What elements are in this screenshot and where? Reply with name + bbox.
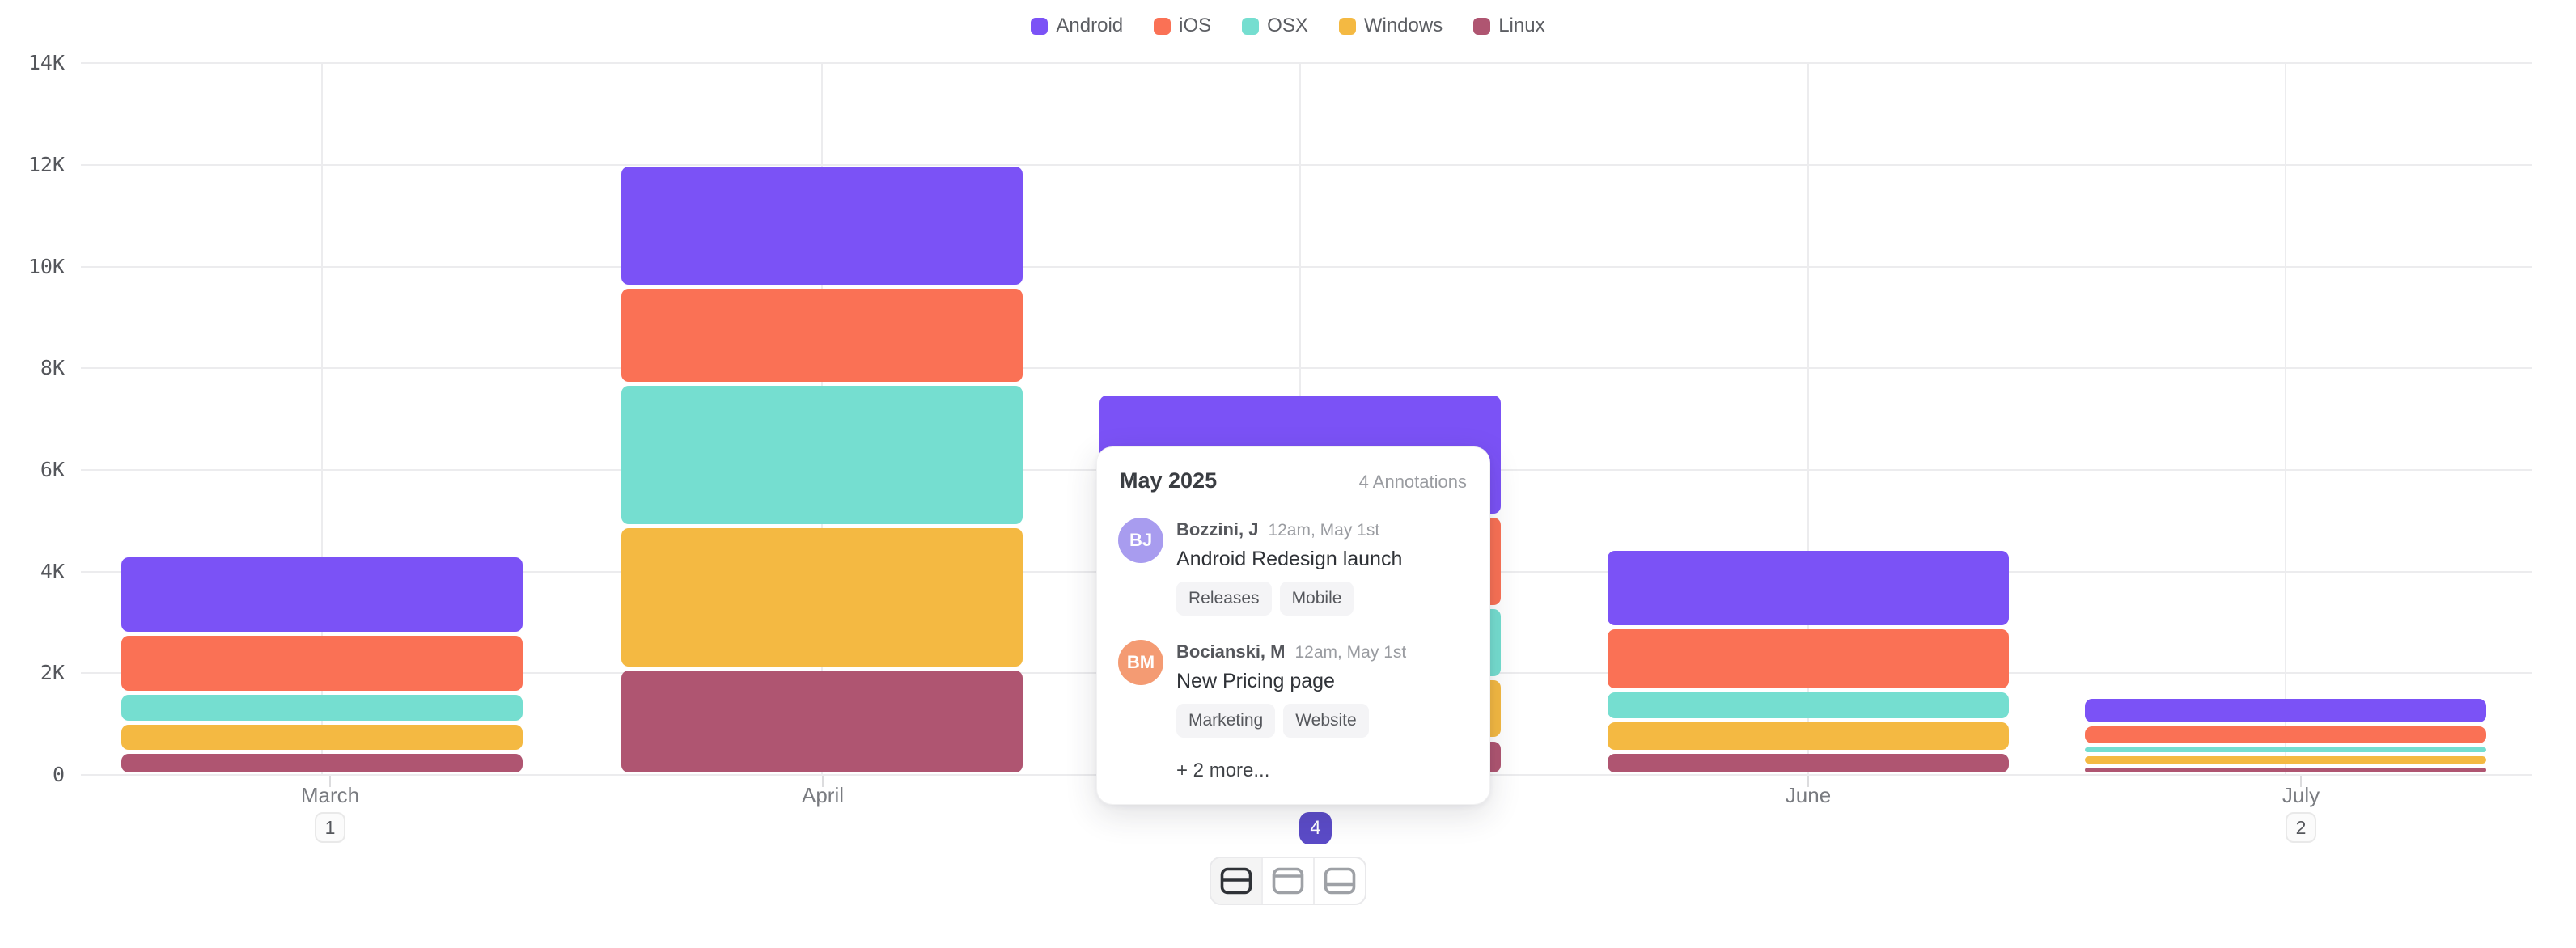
bar-segment-linux-july[interactable] — [2085, 768, 2486, 773]
legend-swatch-icon — [1473, 17, 1491, 35]
legend-item-windows[interactable]: Windows — [1338, 15, 1443, 37]
bar-segment-linux-june[interactable] — [1608, 753, 2009, 773]
bar-segment-windows-july[interactable] — [2085, 756, 2486, 764]
x-axis-tick — [1807, 776, 1809, 787]
legend-label: Android — [1056, 15, 1124, 36]
y-axis-tick-label: 6K — [40, 457, 65, 481]
x-axis-label-april: April — [801, 783, 844, 807]
gridline-y-12K — [81, 163, 2532, 166]
y-axis-tick-label: 0 — [52, 763, 65, 786]
annotation-popup: May 2025 4 Annotations BJ Bozzini, J 12am,… — [1096, 446, 1490, 805]
bar-segment-android-march[interactable] — [121, 557, 523, 633]
bar-segment-ios-july[interactable] — [2085, 726, 2486, 744]
gridline-x-march — [321, 63, 323, 775]
x-axis-label-july: July — [2282, 783, 2320, 807]
x-axis-tick — [822, 776, 824, 787]
tag-chip-mobile[interactable]: Mobile — [1279, 582, 1354, 616]
bar-segment-android-july[interactable] — [2085, 699, 2486, 722]
popup-annotation-count: 4 Annotations — [1358, 472, 1467, 492]
legend-swatch-icon — [1031, 17, 1049, 35]
y-axis-tick-label: 2K — [40, 661, 65, 685]
legend-swatch-icon — [1154, 17, 1171, 35]
gridline-x-june — [1807, 63, 1809, 775]
bar-segment-windows-april[interactable] — [621, 527, 1023, 667]
annotation-tags: Marketing Website — [1176, 704, 1468, 738]
layout-toggle-panel-bottom[interactable] — [1313, 858, 1365, 904]
y-axis-tick-label: 4K — [40, 559, 65, 583]
annotation-entry-meta: Bocianski, M 12am, May 1st — [1176, 641, 1468, 662]
y-axis-tick-label: 10K — [28, 254, 65, 278]
panel-bottom-icon — [1324, 867, 1356, 895]
legend-label: iOS — [1179, 15, 1212, 36]
annotation-text: Android Redesign launch — [1176, 548, 1403, 570]
bar-segment-ios-june[interactable] — [1608, 629, 2009, 688]
legend-item-android[interactable]: Android — [1031, 15, 1123, 37]
x-axis-tick — [329, 776, 331, 787]
annotation-author-name: Bozzini, J — [1176, 519, 1259, 540]
panel-top-icon — [1272, 867, 1304, 895]
legend-label: Windows — [1363, 15, 1443, 36]
legend-swatch-icon — [1338, 17, 1356, 35]
gridline-y-8K — [81, 367, 2532, 370]
y-axis-tick-label: 8K — [40, 356, 65, 380]
annotation-count-badge[interactable]: 1 — [315, 812, 345, 843]
split-rows-icon — [1220, 867, 1252, 895]
bar-segment-osx-july[interactable] — [2085, 747, 2486, 753]
avatar: BM — [1118, 640, 1163, 685]
bar-segment-linux-april[interactable] — [621, 670, 1023, 773]
annotation-entry-body: Bozzini, J 12am, May 1st Android Redesign … — [1176, 518, 1468, 616]
popup-title: May 2025 — [1120, 468, 1218, 493]
x-axis-tick — [2300, 776, 2302, 787]
annotation-popup-header: May 2025 4 Annotations — [1118, 468, 1468, 493]
annotation-text: New Pricing page — [1176, 670, 1335, 692]
gridline-x-july — [2285, 63, 2286, 775]
gridline-y-10K — [81, 265, 2532, 268]
legend-label: OSX — [1267, 15, 1308, 36]
bar-segment-osx-april[interactable] — [621, 385, 1023, 524]
annotation-timestamp: 12am, May 1st — [1294, 643, 1407, 662]
annotation-entry[interactable]: BJ Bozzini, J 12am, May 1st Android Redesig… — [1118, 518, 1468, 616]
bar-segment-osx-june[interactable] — [1608, 692, 2009, 718]
chart-legend: Android iOS OSX Windows Linux — [0, 15, 2576, 37]
y-axis-tick-label: 12K — [28, 152, 65, 176]
annotation-count-badge[interactable]: 4 — [1299, 812, 1332, 844]
bar-segment-ios-march[interactable] — [121, 636, 523, 691]
x-axis-label-june: June — [1785, 783, 1832, 807]
tag-chip-website[interactable]: Website — [1283, 704, 1369, 738]
show-more-annotations-link[interactable]: + 2 more... — [1176, 760, 1270, 781]
annotation-count-badge[interactable]: 2 — [2286, 812, 2316, 843]
annotation-timestamp: 12am, May 1st — [1268, 521, 1380, 540]
annotation-author-name: Bocianski, M — [1176, 641, 1286, 662]
avatar: BJ — [1118, 518, 1163, 563]
annotation-entry-meta: Bozzini, J 12am, May 1st — [1176, 519, 1468, 540]
gridline-y-14K — [81, 62, 2532, 65]
layout-toggle-group — [1210, 857, 1366, 905]
tag-chip-releases[interactable]: Releases — [1176, 582, 1272, 616]
legend-item-osx[interactable]: OSX — [1242, 15, 1308, 37]
bar-segment-linux-march[interactable] — [121, 754, 523, 773]
legend-item-linux[interactable]: Linux — [1473, 15, 1545, 37]
bar-segment-ios-april[interactable] — [621, 289, 1023, 382]
legend-label: Linux — [1498, 15, 1545, 36]
tag-chip-marketing[interactable]: Marketing — [1176, 704, 1276, 738]
layout-toggle-split-rows[interactable] — [1211, 858, 1261, 904]
legend-item-ios[interactable]: iOS — [1154, 15, 1211, 37]
annotation-entry-body: Bocianski, M 12am, May 1st New Pricing pag… — [1176, 640, 1468, 738]
annotation-list: BJ Bozzini, J 12am, May 1st Android Redesig… — [1118, 518, 1468, 738]
annotation-tags: Releases Mobile — [1176, 582, 1468, 616]
layout-toggle-panel-top[interactable] — [1261, 858, 1313, 904]
bar-segment-windows-june[interactable] — [1608, 722, 2009, 750]
legend-swatch-icon — [1242, 17, 1260, 35]
bar-segment-android-june[interactable] — [1608, 550, 2009, 626]
y-axis-tick-label: 14K — [28, 51, 65, 75]
bar-segment-android-april[interactable] — [621, 167, 1023, 286]
bar-segment-windows-march[interactable] — [121, 725, 523, 751]
x-axis-label-march: March — [300, 783, 360, 807]
bar-segment-osx-march[interactable] — [121, 694, 523, 722]
annotation-entry[interactable]: BM Bocianski, M 12am, May 1st New Pricing p… — [1118, 640, 1468, 738]
